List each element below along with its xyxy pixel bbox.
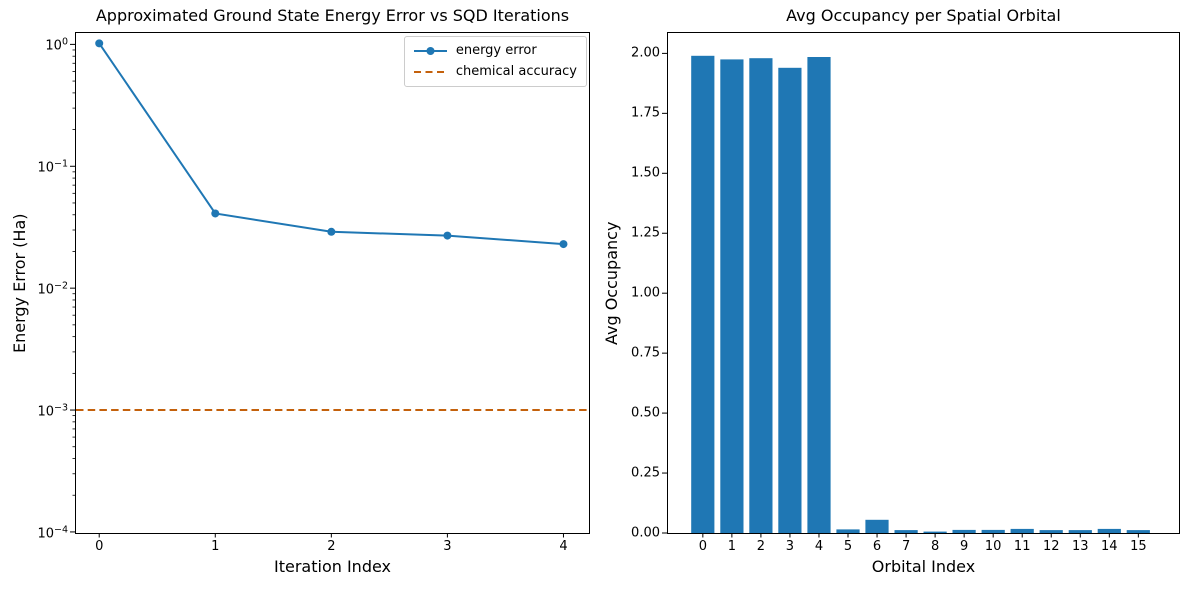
x-tick-label: 14 xyxy=(1101,539,1118,554)
y-tick-label: 0.75 xyxy=(631,345,660,361)
occupancy-bar-14 xyxy=(1097,528,1121,533)
occupancy-plot-canvas xyxy=(662,52,1150,538)
energy-plot-area: energy error chemical accuracy xyxy=(70,32,590,538)
occupancy-x-axis-label: Orbital Index xyxy=(871,557,976,576)
x-tick-label: 2 xyxy=(756,539,766,554)
legend-item-energy-error: energy error xyxy=(413,43,577,59)
occupancy-bar-4 xyxy=(807,57,831,533)
y-tick-label: 1.75 xyxy=(631,105,660,121)
occupancy-bar-0 xyxy=(691,55,715,534)
occupancy-bar-6 xyxy=(865,519,889,533)
x-tick-label: 3 xyxy=(443,539,452,554)
x-tick-label: 1 xyxy=(727,539,737,554)
y-tick-label: 1.50 xyxy=(631,165,660,181)
occupancy-bar-15 xyxy=(1126,530,1150,533)
occupancy-bar-7 xyxy=(894,530,918,533)
x-tick-label: 1 xyxy=(211,539,220,554)
occupancy-y-axis-label: Avg Occupancy xyxy=(602,221,621,345)
legend-label-energy-error: energy error xyxy=(455,43,537,58)
data-point-marker xyxy=(95,39,104,48)
legend-item-chemical-accuracy: chemical accuracy xyxy=(413,64,577,80)
legend-label-chemical-accuracy: chemical accuracy xyxy=(455,64,577,79)
y-tick-label: 10−3 xyxy=(37,402,68,420)
y-tick-label: 0.25 xyxy=(631,465,660,481)
occupancy-bar-5 xyxy=(836,529,860,533)
x-tick-label: 3 xyxy=(785,539,795,554)
occupancy-plot-area xyxy=(662,32,1180,538)
y-tick-label: 1.25 xyxy=(631,225,660,241)
x-tick-label: 9 xyxy=(960,539,969,554)
x-tick-label: 0 xyxy=(95,539,104,554)
x-tick-label: 15 xyxy=(1130,539,1147,554)
y-tick-label: 2.00 xyxy=(631,45,660,61)
x-tick-label: 0 xyxy=(698,539,707,554)
y-tick-label: 0.00 xyxy=(631,525,660,541)
y-tick-label: 100 xyxy=(45,36,68,55)
x-tick-label: 7 xyxy=(901,539,911,554)
x-tick-label: 8 xyxy=(930,539,940,554)
data-point-marker xyxy=(327,227,336,236)
occupancy-bar-12 xyxy=(1039,530,1063,533)
occupancy-chart-title: Avg Occupancy per Spatial Orbital xyxy=(786,6,1061,25)
occupancy-bar-1 xyxy=(720,59,744,534)
x-tick-label: 12 xyxy=(1042,539,1060,554)
y-tick-label: 10−4 xyxy=(37,524,68,542)
x-tick-label: 2 xyxy=(327,539,336,554)
x-tick-label: 11 xyxy=(1013,539,1031,554)
y-tick-label: 10−1 xyxy=(37,158,68,176)
chemical-accuracy-dash-sample-icon xyxy=(413,71,447,73)
x-tick-label: 5 xyxy=(843,539,853,554)
x-tick-label: 10 xyxy=(984,539,1002,554)
data-point-marker xyxy=(211,209,220,218)
energy-x-axis-label: Iteration Index xyxy=(274,557,391,576)
occupancy-bar-11 xyxy=(1010,528,1034,533)
x-tick-label: 6 xyxy=(872,539,882,554)
energy-error-line-sample-icon xyxy=(413,47,447,55)
energy-plot-canvas xyxy=(70,39,589,538)
energy-y-axis-label: Energy Error (Ha) xyxy=(10,213,29,353)
x-tick-label: 4 xyxy=(559,539,568,554)
y-tick-label: 0.50 xyxy=(631,405,660,421)
x-tick-label: 4 xyxy=(814,539,824,554)
occupancy-bar-10 xyxy=(981,529,1005,533)
y-tick-label: 10−2 xyxy=(37,280,68,298)
occupancy-bar-2 xyxy=(749,58,773,533)
occupancy-bar-13 xyxy=(1068,530,1092,533)
energy-chart-title: Approximated Ground State Energy Error v… xyxy=(95,6,570,25)
data-point-marker xyxy=(443,231,452,240)
occupancy-bar-3 xyxy=(778,67,802,534)
x-tick-label: 13 xyxy=(1072,539,1089,554)
occupancy-bar-9 xyxy=(952,529,976,533)
data-point-marker xyxy=(559,240,568,249)
y-tick-label: 1.00 xyxy=(631,285,660,301)
occupancy-bar-8 xyxy=(923,531,947,533)
legend: energy error chemical accuracy xyxy=(403,36,587,87)
